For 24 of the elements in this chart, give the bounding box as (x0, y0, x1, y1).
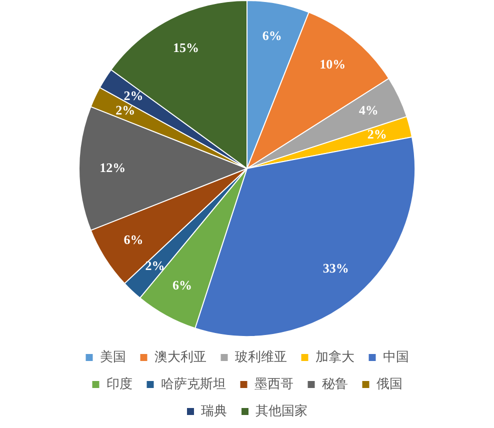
legend-label: 哈萨克斯坦 (160, 376, 226, 392)
legend-label: 俄国 (376, 376, 402, 392)
data-label: 2% (367, 126, 387, 142)
data-label: 4% (358, 102, 378, 118)
legend-label: 墨西哥 (254, 376, 294, 392)
legend-label: 美国 (100, 348, 126, 365)
data-label: 6% (124, 232, 144, 247)
legend-label: 加拿大 (315, 350, 354, 365)
legend-label: 印度 (106, 376, 132, 392)
data-label: 2% (145, 258, 165, 273)
data-label: 6% (172, 278, 192, 293)
data-label: 12% (100, 160, 126, 175)
data-label: 10% (320, 56, 346, 72)
data-label: 33% (322, 260, 349, 276)
data-label: 15% (172, 40, 199, 56)
legend-label: 澳大利亚 (154, 350, 206, 365)
data-label: 2% (116, 102, 136, 118)
data-label: 6% (262, 28, 282, 43)
legend-label: 秘鲁 (322, 376, 348, 392)
legend-label: 其他国家 (256, 402, 308, 419)
legend-label: 玻利维亚 (234, 350, 287, 365)
legend-label: 中国 (382, 350, 409, 365)
data-label: 2% (124, 88, 144, 103)
legend-label: 瑞典 (201, 404, 227, 419)
